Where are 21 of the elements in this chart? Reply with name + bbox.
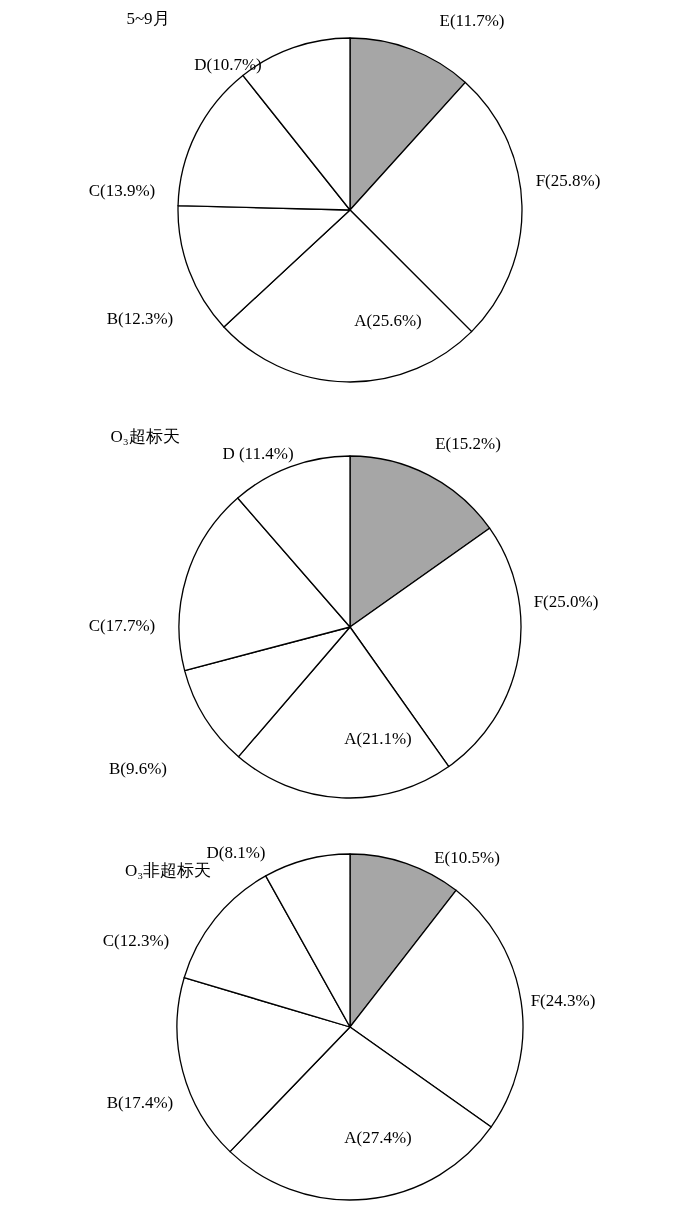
slice-label: E(15.2%) (435, 433, 501, 453)
slice-label: A(21.1%) (344, 728, 412, 748)
slice-label: D(8.1%) (206, 842, 266, 862)
slice-label: E(10.5%) (434, 847, 500, 867)
slice-label: D(10.7%) (194, 54, 262, 74)
slice-label: C(17.7%) (88, 615, 156, 635)
slice-label: F(25.8%) (535, 170, 601, 190)
slice-label: C(12.3%) (102, 930, 170, 950)
chart-title: 5~9月 (126, 8, 170, 28)
slice-label: B(12.3%) (106, 308, 174, 328)
slice-label: F(25.0%) (533, 591, 599, 611)
slice-label: B(17.4%) (106, 1092, 174, 1112)
slice-label: E(11.7%) (439, 10, 505, 30)
slice-label: B(9.6%) (108, 758, 168, 778)
slice-label: A(27.4%) (344, 1127, 412, 1147)
slice-label: A(25.6%) (354, 310, 422, 330)
slice-label: D (11.4%) (222, 443, 294, 463)
text: O₃非超标天 (124, 860, 212, 880)
slice-label: F(24.3%) (530, 990, 596, 1010)
chart-title: O₃超标天 (110, 426, 180, 446)
slice-label: C(13.9%) (88, 180, 156, 200)
